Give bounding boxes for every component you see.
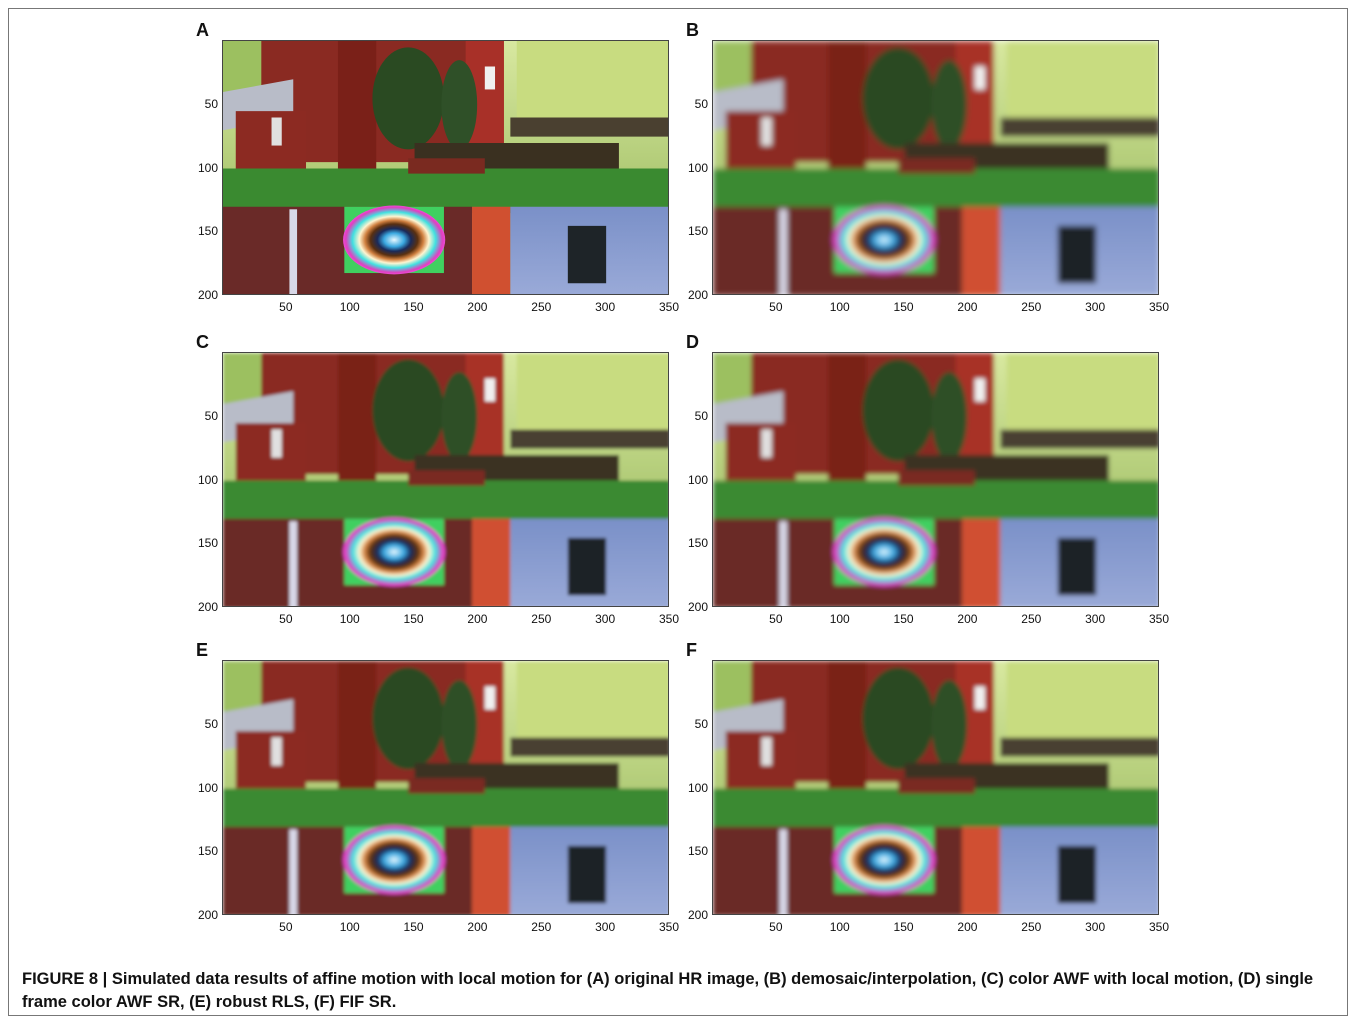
panel-image [222,40,669,295]
x-tick-label: 200 [467,920,488,934]
x-tick-label: 200 [957,612,978,626]
panel-image [712,352,1159,607]
x-tick-label: 350 [1148,920,1170,934]
y-tick-label: 50 [694,408,708,423]
panel-letter: A [196,20,209,40]
x-tick-label: 100 [829,300,850,314]
y-tick-label: 100 [687,160,708,175]
x-tick-label: 300 [595,920,616,934]
x-tick-label: 150 [403,300,424,314]
x-tick-label: 300 [1085,612,1106,626]
x-tick-label: 50 [279,300,293,314]
panel-letter: C [196,332,209,352]
x-tick-label: 150 [403,612,424,626]
panel-letter: F [686,640,697,660]
x-tick-label: 100 [339,300,360,314]
y-tick-label: 150 [197,224,218,239]
x-tick-label: 100 [829,920,850,934]
x-tick-label: 100 [829,612,850,626]
y-tick-label: 200 [687,908,708,922]
x-tick-label: 250 [1021,300,1042,314]
panel-image [712,660,1159,915]
panel-letter: E [196,640,209,660]
panel-letter: D [686,332,699,352]
x-tick-label: 250 [531,920,552,934]
y-tick-label: 200 [197,600,218,614]
x-tick-label: 150 [893,612,914,626]
panel-c: C [196,332,712,650]
x-tick-label: 300 [595,300,616,314]
x-tick-label: 100 [339,612,360,626]
x-tick-label: 250 [531,612,552,626]
x-tick-label: 200 [957,300,978,314]
y-tick-label: 200 [197,908,218,922]
y-tick-label: 200 [197,288,218,302]
panel-d: D [686,332,1202,650]
x-tick-label: 350 [658,920,680,934]
panel-image [222,660,669,915]
y-tick-label: 50 [694,96,708,111]
x-tick-label: 300 [1085,920,1106,934]
x-tick-label: 150 [893,920,914,934]
x-tick-label: 300 [1085,300,1106,314]
x-tick-label: 150 [403,920,424,934]
panel-letter: B [686,20,699,40]
y-tick-label: 100 [197,472,218,487]
panel-f: F [686,640,1202,958]
y-tick-label: 150 [197,536,218,551]
y-tick-label: 200 [687,288,708,302]
x-tick-label: 250 [531,300,552,314]
x-tick-label: 200 [467,612,488,626]
x-tick-label: 50 [279,920,293,934]
y-tick-label: 50 [694,716,708,731]
panel-e: E [196,640,712,958]
panel-image [712,40,1159,295]
x-tick-label: 50 [769,300,783,314]
figure-caption: FIGURE 8 | Simulated data results of aff… [22,970,1314,1011]
y-tick-label: 100 [687,780,708,795]
x-tick-label: 350 [658,300,680,314]
y-tick-label: 50 [204,408,218,423]
x-tick-label: 200 [957,920,978,934]
x-tick-label: 350 [1148,300,1170,314]
x-tick-label: 50 [769,612,783,626]
panel-a: A [196,20,712,338]
x-tick-label: 300 [595,612,616,626]
y-tick-label: 100 [687,472,708,487]
x-tick-label: 200 [467,300,488,314]
y-tick-label: 200 [687,600,708,614]
x-tick-label: 250 [1021,612,1042,626]
y-tick-label: 100 [197,780,218,795]
x-tick-label: 50 [769,920,783,934]
y-tick-label: 50 [204,716,218,731]
y-tick-label: 150 [687,536,708,551]
panel-b: B [686,20,1202,338]
x-tick-label: 250 [1021,920,1042,934]
y-tick-label: 150 [687,224,708,239]
x-tick-label: 50 [279,612,293,626]
panel-image [222,352,669,607]
y-tick-label: 50 [204,96,218,111]
x-tick-label: 100 [339,920,360,934]
x-tick-label: 150 [893,300,914,314]
x-tick-label: 350 [1148,612,1170,626]
y-tick-label: 100 [197,160,218,175]
y-tick-label: 150 [687,844,708,859]
figure-frame [8,8,1348,1016]
y-tick-label: 150 [197,844,218,859]
x-tick-label: 350 [658,612,680,626]
